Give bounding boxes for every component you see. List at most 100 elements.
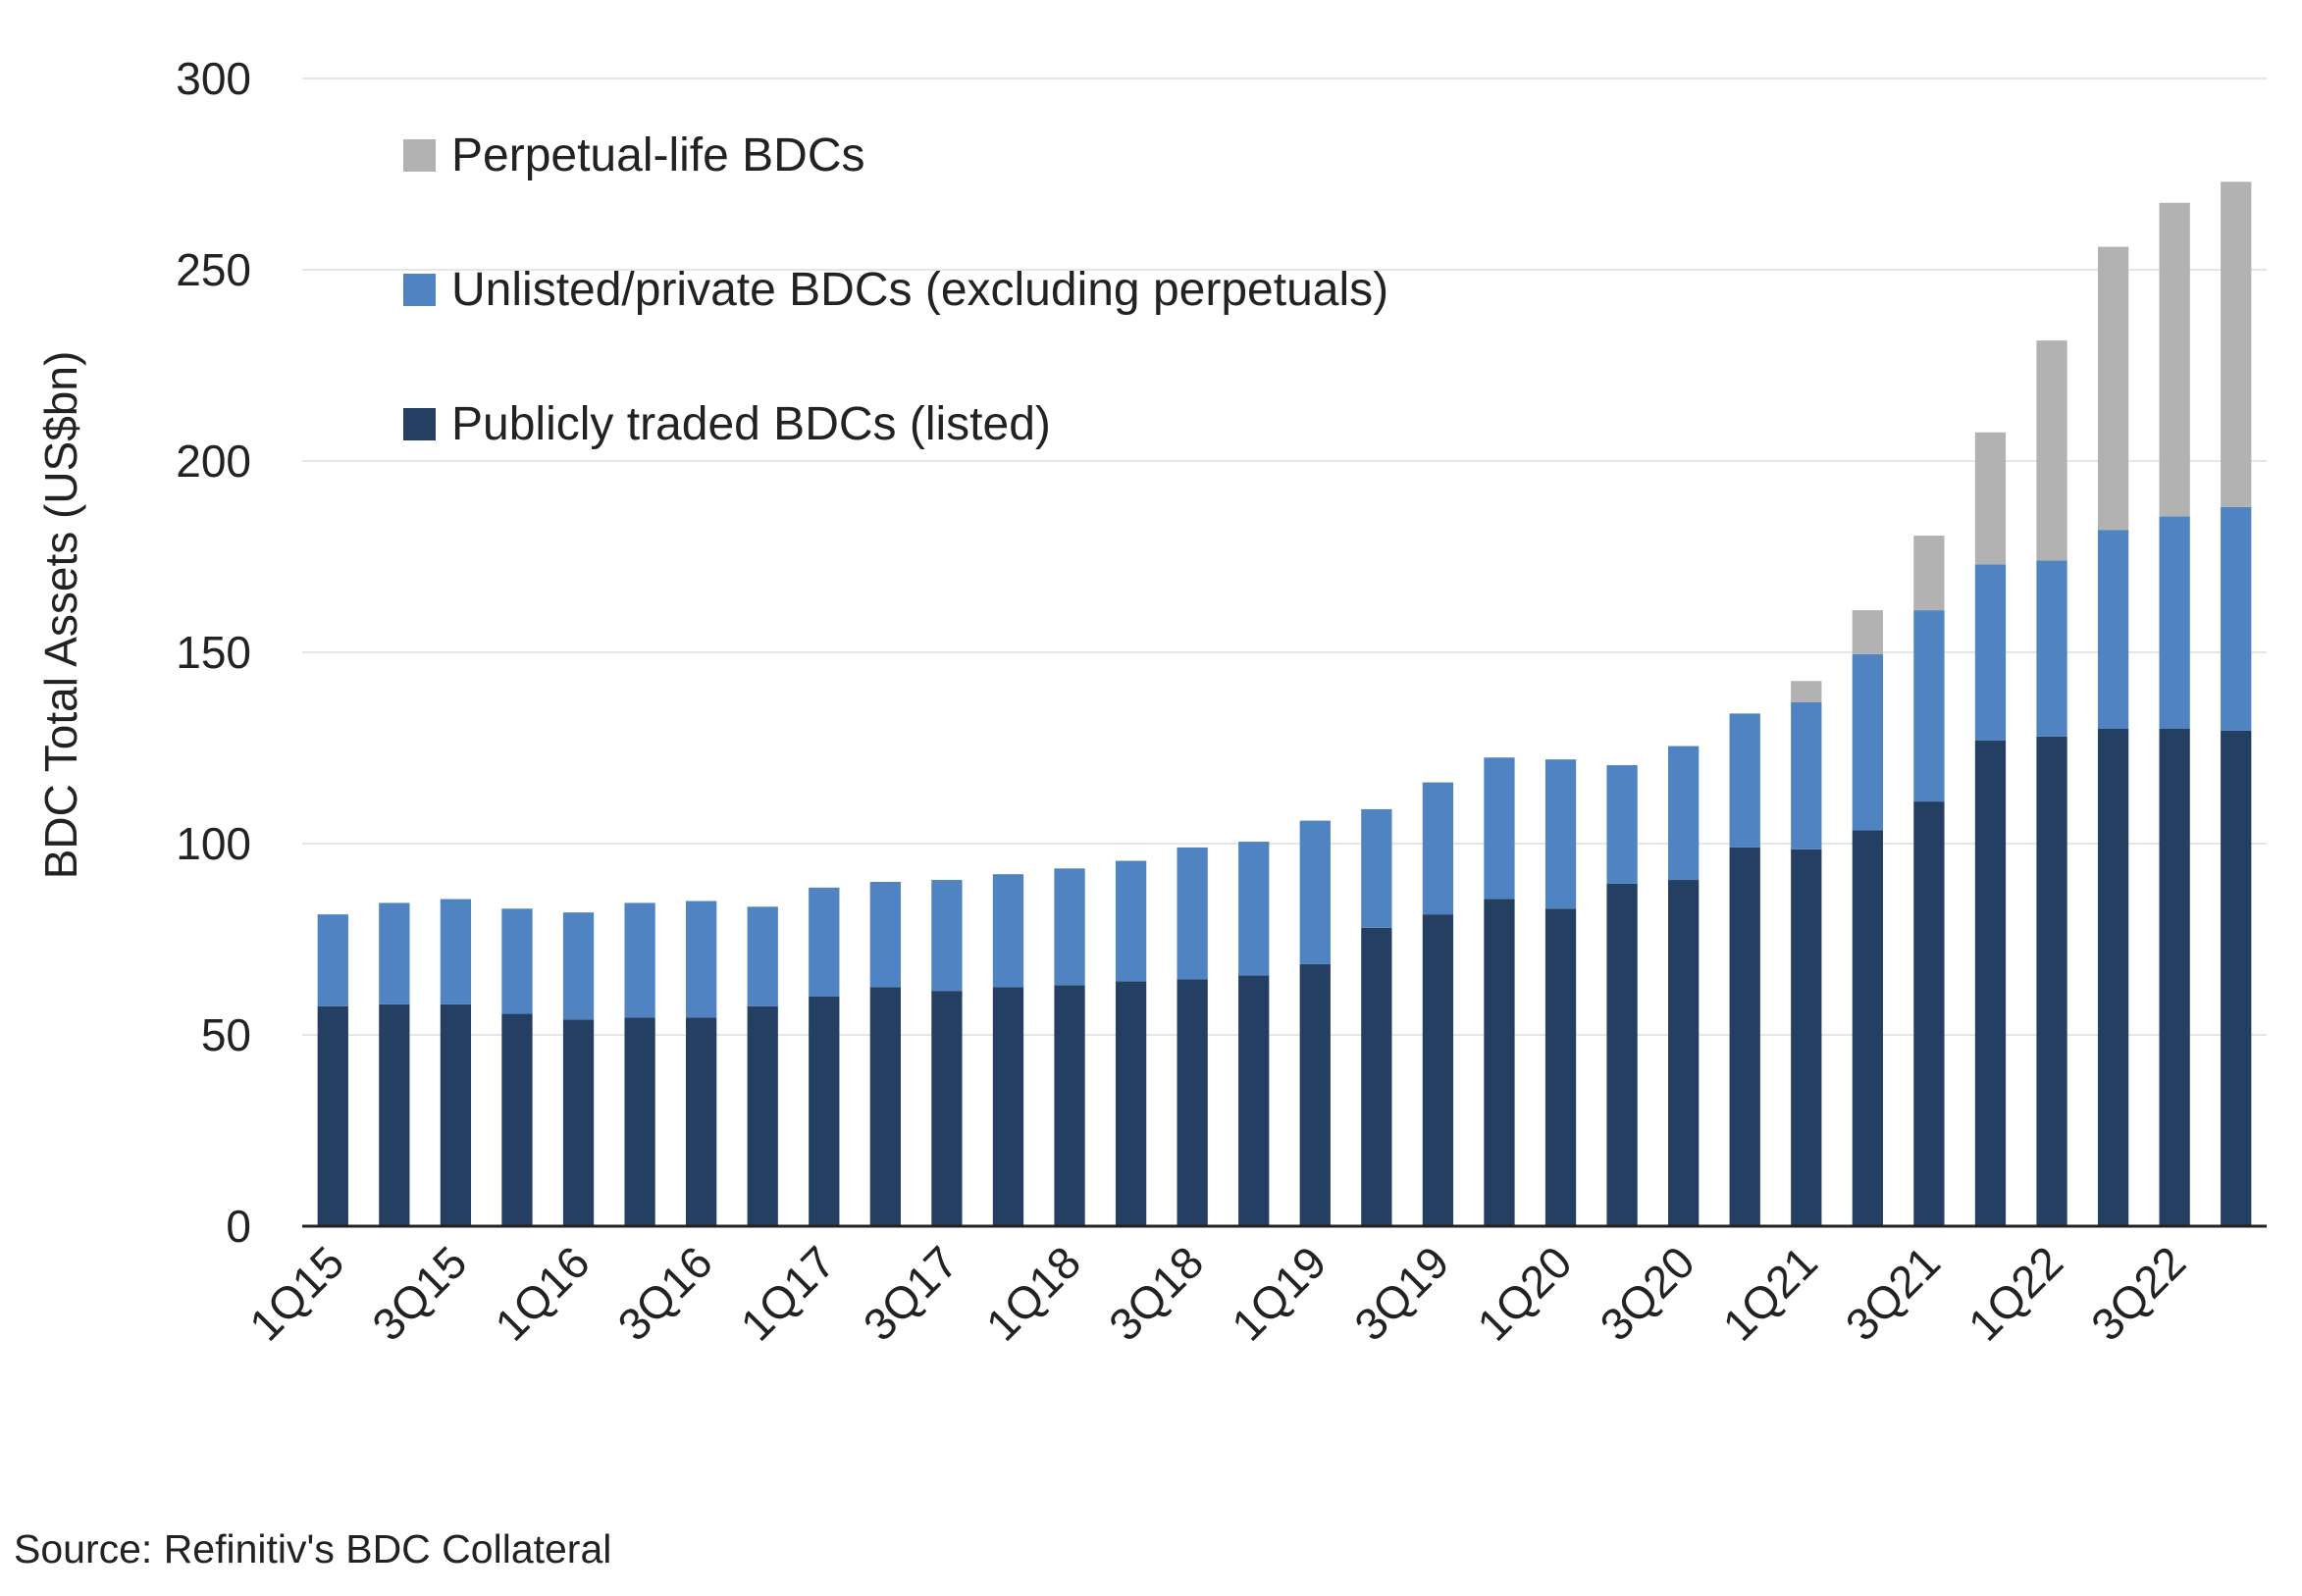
bar-segment-listed	[1668, 880, 1700, 1226]
bar-segment-listed	[1544, 908, 1577, 1226]
x-tick-label: 3Q15	[362, 1236, 476, 1350]
y-tick-label: 50	[201, 1009, 251, 1060]
bar-segment-listed	[869, 987, 901, 1226]
bar-segment-listed	[379, 1004, 410, 1226]
legend: Perpetual-life BDCs Unlisted/private BDCs…	[403, 129, 1388, 450]
legend-label: Publicly traded BDCs (listed)	[451, 398, 1051, 450]
bar-segment-unlisted	[869, 882, 901, 988]
bar-segment-perpetual	[2097, 246, 2129, 531]
bar-segment-unlisted	[1484, 757, 1515, 900]
x-tick-label: 1Q18	[976, 1236, 1090, 1350]
bar-segment-unlisted	[1177, 847, 1208, 980]
bar-segment-unlisted	[317, 914, 348, 1006]
bar-segment-unlisted	[2159, 516, 2190, 729]
bar-segment-unlisted	[1729, 713, 1760, 848]
bar-segment-listed	[686, 1017, 717, 1226]
bar-segment-perpetual	[1852, 610, 1883, 654]
bar-segment-perpetual	[2036, 340, 2067, 561]
x-tick-label: 3Q17	[854, 1236, 968, 1350]
bar-segment-unlisted	[1299, 820, 1331, 964]
x-tick-label: 1Q21	[1713, 1236, 1827, 1350]
bar-segment-perpetual	[2221, 181, 2252, 507]
bar-segment-unlisted	[992, 874, 1024, 988]
bar-segment-listed	[501, 1013, 533, 1226]
bar-segment-listed	[809, 997, 840, 1226]
legend-swatch	[403, 408, 436, 440]
bar-segment-unlisted	[1852, 653, 1883, 831]
x-tick-label: 1Q20	[1467, 1236, 1581, 1350]
bar-segment-unlisted	[1974, 564, 2007, 741]
bar-segment-unlisted	[624, 902, 655, 1018]
bar-segment-listed	[992, 987, 1024, 1226]
bar-segment-unlisted	[747, 906, 778, 1006]
y-axis-label: BDC Total Assets (US$bn)	[35, 351, 86, 880]
y-tick-label: 250	[176, 244, 251, 295]
bar-segment-listed	[931, 991, 963, 1226]
bar-segment-listed	[1852, 830, 1883, 1226]
bar-segment-unlisted	[2036, 560, 2067, 737]
bar-segment-unlisted	[1544, 759, 1577, 909]
x-tick-label: 1Q16	[485, 1236, 599, 1350]
bar-segment-perpetual	[1974, 432, 2007, 565]
bar-segment-listed	[317, 1005, 348, 1226]
y-tick-label: 100	[176, 818, 251, 869]
bar-segment-unlisted	[1054, 868, 1085, 986]
bar-segment-perpetual	[2159, 202, 2190, 517]
x-tick-label: 3Q19	[1344, 1236, 1458, 1350]
bar-segment-listed	[2036, 736, 2067, 1226]
bar-segment-unlisted	[809, 887, 840, 997]
bar-segment-listed	[2097, 729, 2129, 1226]
x-tick-label: 3Q20	[1590, 1236, 1703, 1350]
bar-segment-listed	[2221, 730, 2252, 1226]
bar-segment-listed	[1299, 963, 1331, 1226]
bar-segment-listed	[1729, 847, 1760, 1226]
bar-segment-unlisted	[1361, 808, 1392, 928]
bar-segment-listed	[1791, 849, 1822, 1226]
bar-segment-listed	[1974, 740, 2007, 1226]
bar-segment-listed	[440, 1004, 472, 1226]
bar-segment-unlisted	[562, 912, 595, 1020]
legend-label: Perpetual-life BDCs	[451, 129, 865, 181]
legend-swatch	[403, 274, 436, 306]
bar-segment-listed	[1484, 899, 1515, 1226]
x-tick-label: 3Q21	[1836, 1236, 1950, 1350]
bar-segment-unlisted	[379, 902, 410, 1004]
bar-segment-unlisted	[1115, 860, 1147, 982]
bar-segment-unlisted	[1606, 765, 1638, 884]
bar-segment-listed	[624, 1017, 655, 1226]
bar-segment-perpetual	[1913, 536, 1945, 611]
bar-segment-unlisted	[931, 880, 963, 992]
bar-segment-perpetual	[1791, 681, 1822, 702]
bar-segment-unlisted	[1791, 701, 1822, 849]
bar-segment-unlisted	[686, 901, 717, 1018]
bar-segment-listed	[1606, 883, 1638, 1226]
x-tick-label: 1Q19	[1222, 1236, 1335, 1350]
stacked-bars	[317, 181, 2252, 1226]
bar-segment-listed	[1238, 975, 1270, 1226]
x-tick-label: 1Q22	[1959, 1236, 2072, 1350]
bar-segment-unlisted	[1913, 610, 1945, 802]
y-tick-label: 150	[176, 627, 251, 678]
y-tick-label: 300	[176, 53, 251, 104]
bar-segment-unlisted	[1668, 746, 1700, 881]
y-tick-label: 200	[176, 436, 251, 487]
bar-segment-listed	[1913, 801, 1945, 1226]
bar-segment-unlisted	[2097, 530, 2129, 729]
y-tick-label: 0	[226, 1201, 251, 1252]
x-tick-label: 1Q15	[239, 1236, 353, 1350]
source-note: Source: Refinitiv's BDC Collateral	[14, 1526, 612, 1571]
x-tick-label: 1Q17	[731, 1236, 845, 1350]
legend-swatch	[403, 139, 436, 172]
bar-segment-listed	[1361, 927, 1392, 1226]
bar-segment-unlisted	[501, 908, 533, 1014]
bar-segment-listed	[1177, 979, 1208, 1226]
bar-segment-listed	[1115, 981, 1147, 1226]
bar-segment-unlisted	[440, 899, 472, 1004]
legend-label: Unlisted/private BDCs (excluding perpetu…	[451, 264, 1388, 316]
bar-segment-listed	[1422, 914, 1454, 1226]
bar-segment-unlisted	[1422, 782, 1454, 915]
bar-segment-listed	[2159, 729, 2190, 1226]
x-tick-label: 3Q18	[1099, 1236, 1213, 1350]
bar-segment-unlisted	[2221, 506, 2252, 731]
